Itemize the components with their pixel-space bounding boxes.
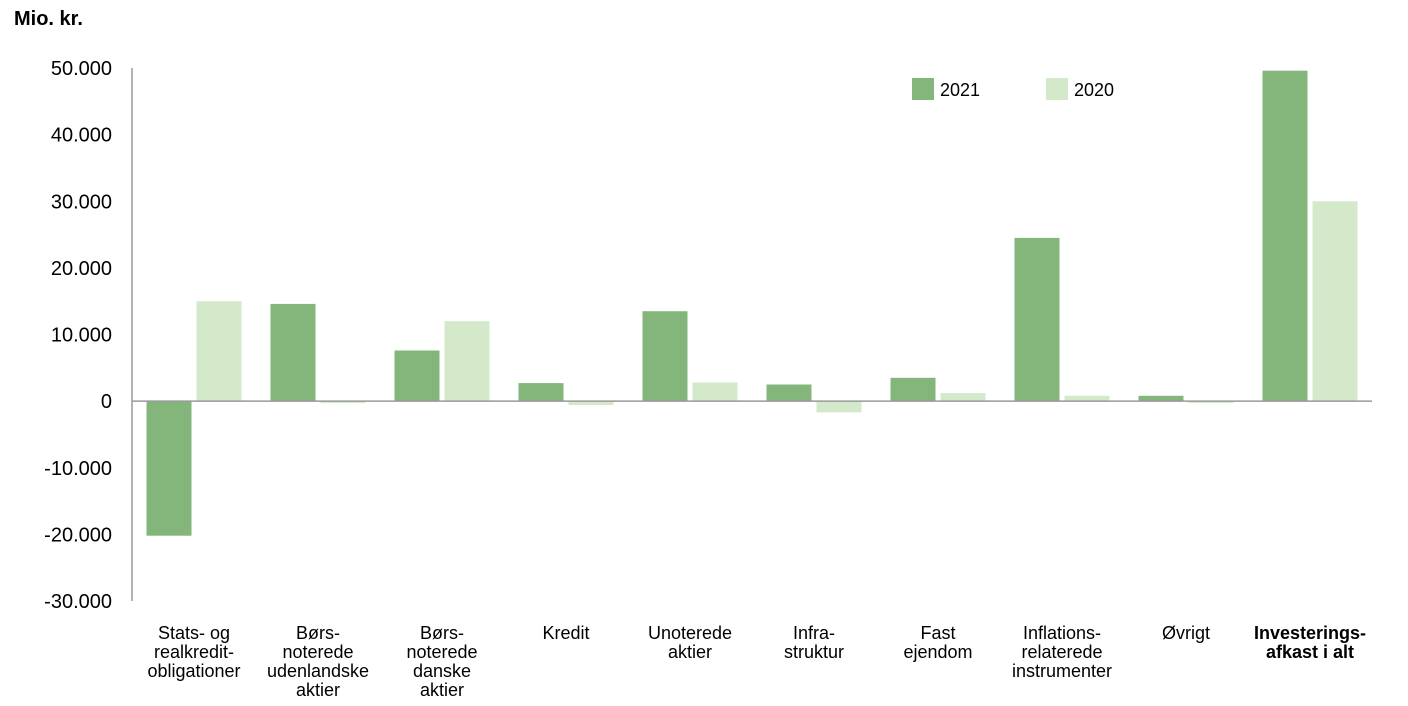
x-category-label: Øvrigt [1161, 623, 1210, 643]
bar-2021-9 [1262, 70, 1308, 402]
x-category-label: Børs- noterede danske aktier [406, 623, 478, 700]
bar-2020-8 [1188, 401, 1234, 404]
bar-2021-6 [890, 377, 936, 402]
bar-2020-9 [1312, 201, 1358, 402]
y-tick-label: 50.000 [51, 58, 112, 80]
bar-2021-0 [146, 401, 192, 536]
legend-swatch-2021 [912, 78, 934, 100]
bar-2021-8 [1138, 395, 1184, 402]
bar-2020-5 [816, 401, 862, 413]
y-tick-label: 20.000 [51, 258, 112, 280]
bar-2020-7 [1064, 395, 1110, 402]
bar-2020-2 [444, 321, 490, 402]
x-category-label: Infra- struktur [783, 623, 844, 662]
y-tick-label: -20.000 [44, 524, 112, 546]
bar-2021-3 [518, 383, 564, 402]
legend-label-2020: 2020 [1074, 80, 1114, 100]
bar-2021-7 [1014, 237, 1060, 402]
y-tick-label: 0 [101, 391, 112, 413]
legend-label-2021: 2021 [940, 80, 980, 100]
bar-2021-1 [270, 303, 316, 402]
bar-2020-1 [320, 401, 366, 404]
bar-2020-0 [196, 301, 242, 402]
y-axis-unit-label: Mio. kr. [14, 8, 83, 30]
bar-2020-3 [568, 401, 614, 406]
x-category-label: Inflations- relaterede instrumenter [1011, 623, 1113, 681]
x-category-label: Kredit [542, 623, 590, 643]
x-category-label: Fast ejendom [903, 623, 973, 662]
y-tick-label: -10.000 [44, 458, 112, 480]
x-category-label: Investerings- afkast i alt [1253, 623, 1367, 662]
x-category-label: Børs- noterede udenlandske aktier [266, 623, 370, 700]
y-tick-label: -30.000 [44, 591, 112, 613]
bar-2021-5 [766, 384, 812, 402]
y-tick-label: 40.000 [51, 125, 112, 147]
y-tick-label: 30.000 [51, 191, 112, 213]
y-tick-label: 10.000 [51, 325, 112, 347]
bars [146, 70, 1358, 536]
legend: 2021 2020 [912, 78, 1114, 100]
bar-2020-4 [692, 382, 738, 402]
bar-2021-4 [642, 311, 688, 402]
x-category-label: Unoterede aktier [647, 623, 733, 662]
y-axis-ticks: 50.000 40.000 30.000 20.000 10.000 0 -10.000 -2… [44, 58, 112, 613]
legend-swatch-2020 [1046, 78, 1068, 100]
bar-2021-2 [394, 350, 440, 402]
bar-2020-6 [940, 393, 986, 402]
x-category-label: Stats- og realkredit- obligationer [147, 623, 241, 681]
